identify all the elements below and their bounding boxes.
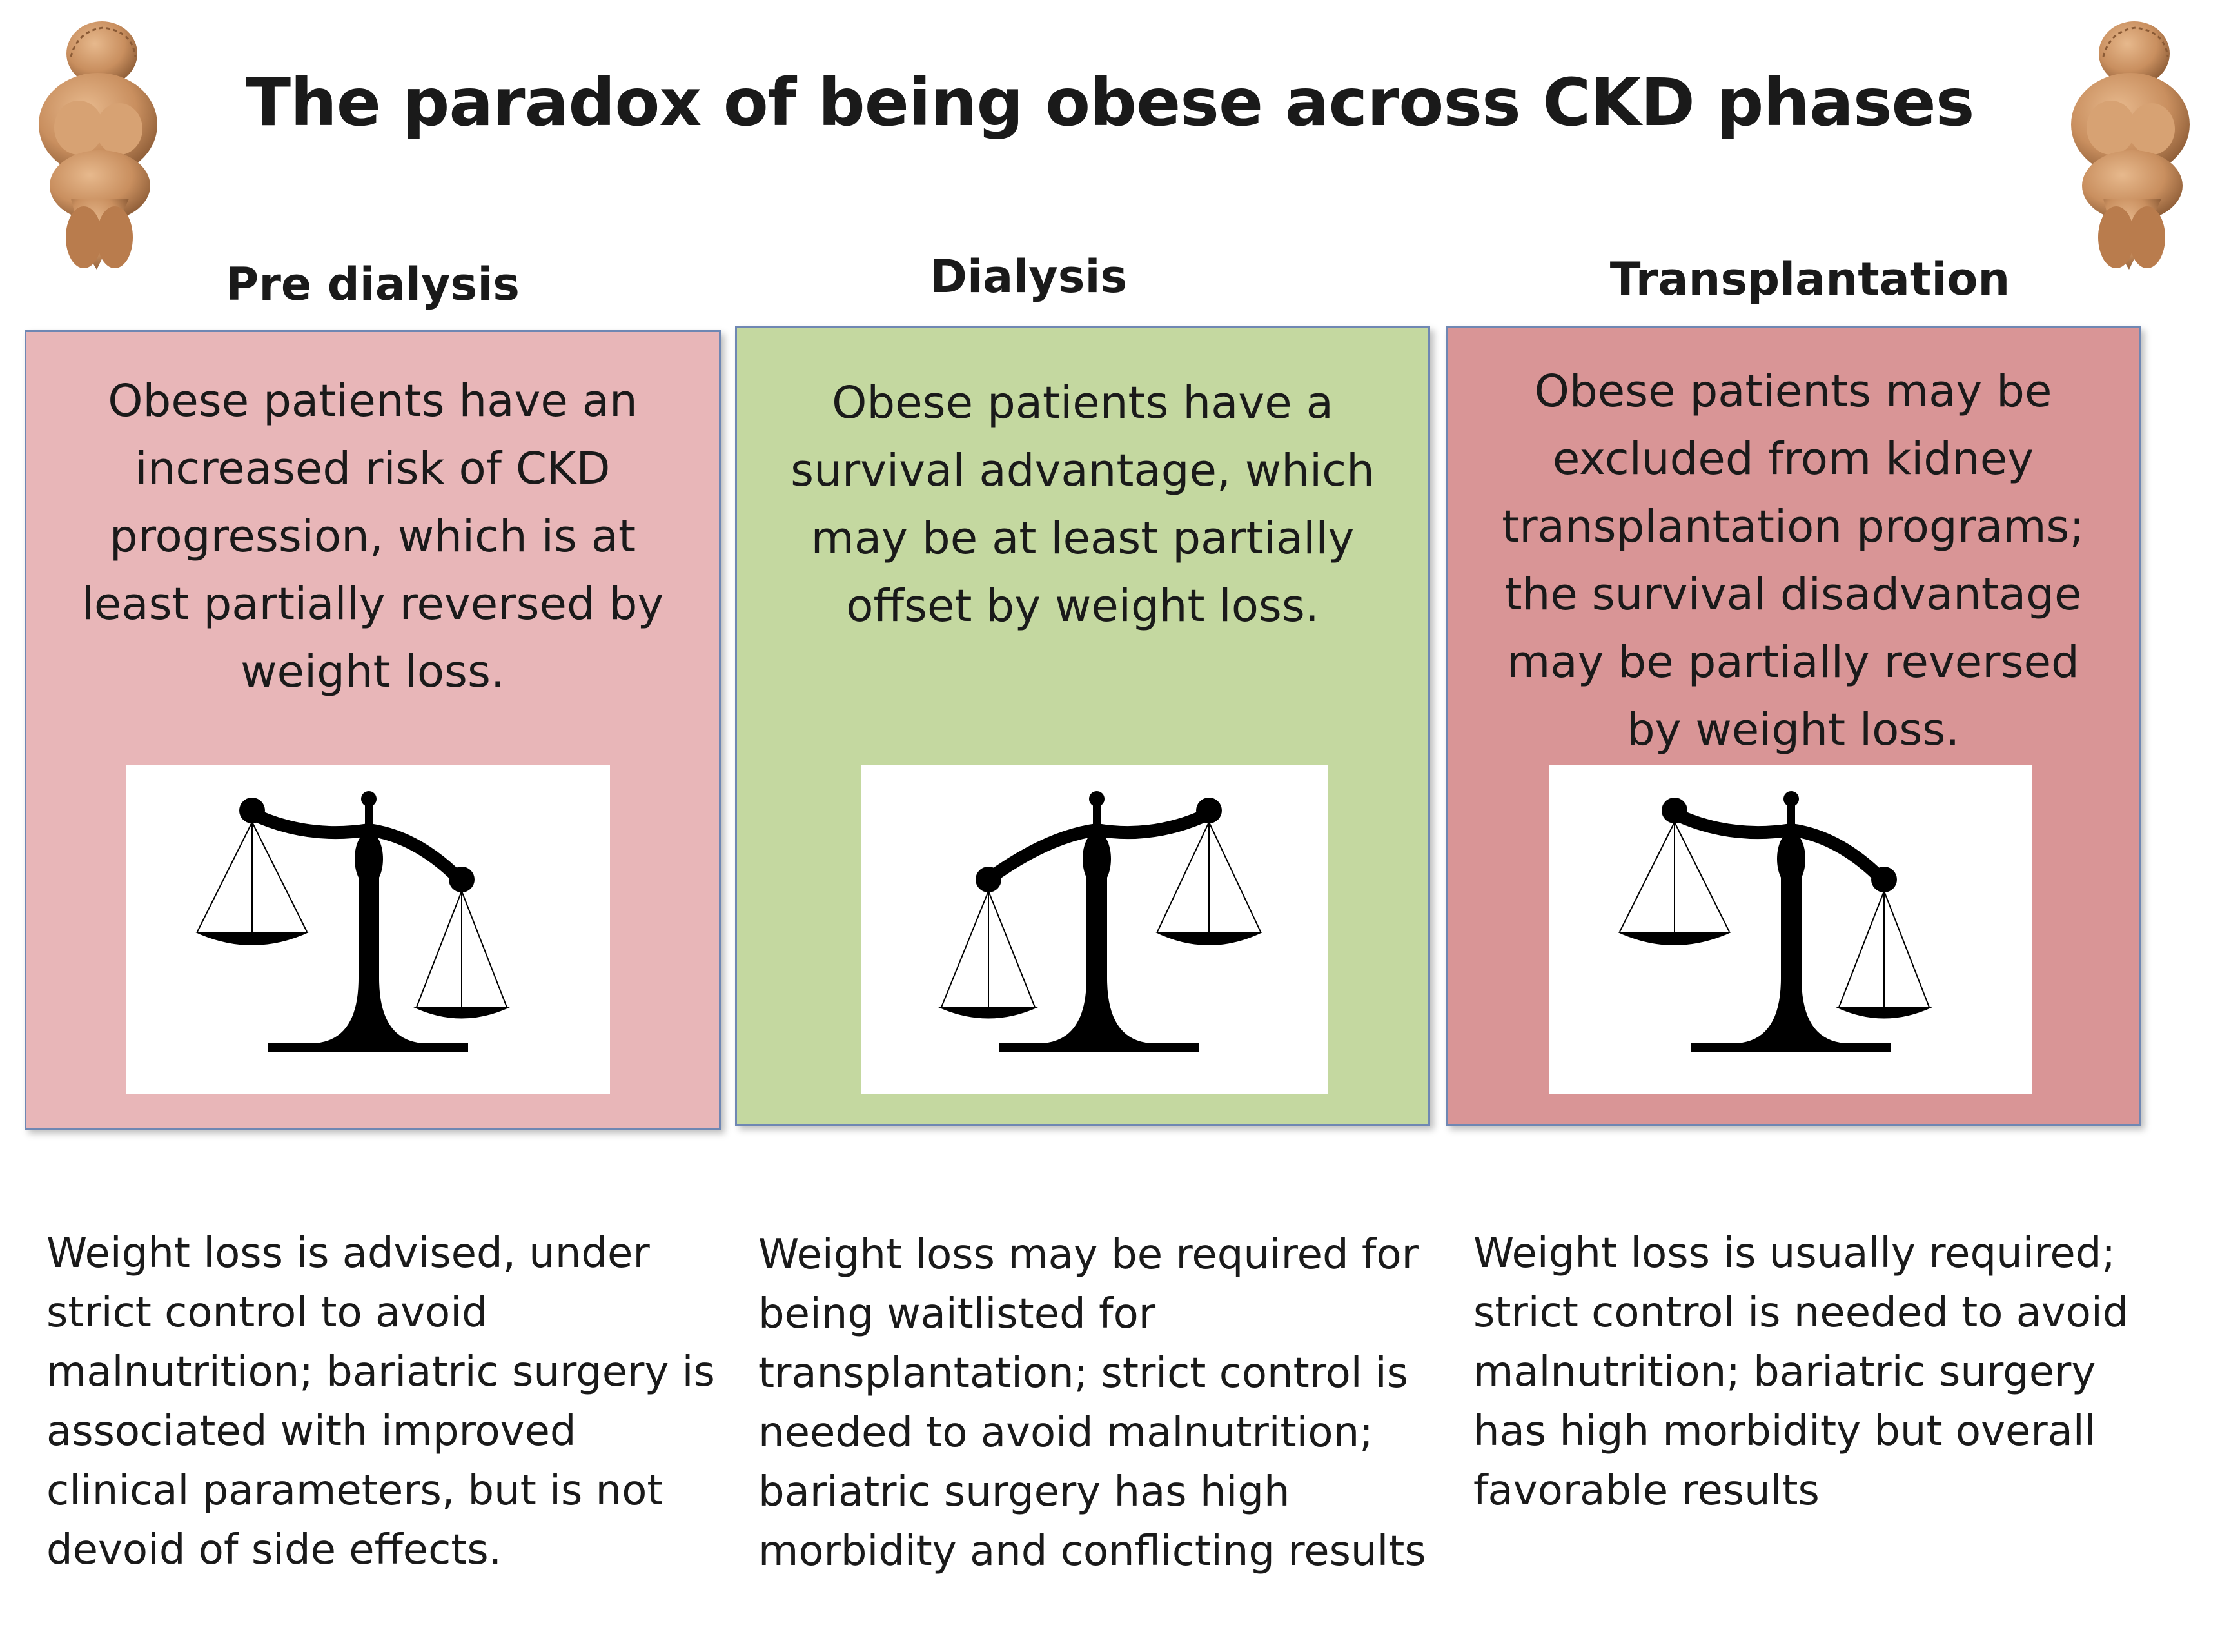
scale-image-box — [1549, 765, 2032, 1094]
scale-image-box — [861, 765, 1328, 1094]
pre-dialysis-note: Weight loss is advised, under strict con… — [46, 1230, 715, 1574]
venus-figurine-icon — [39, 21, 157, 270]
transplantation-panel: Obese patients may be excluded from kidn… — [1446, 326, 2141, 1126]
dialysis-note: Weight loss may be required for being wa… — [758, 1231, 1426, 1575]
venus-figurine-icon — [2071, 21, 2190, 270]
dialysis-statement: Obese patients have a survival advantage… — [791, 377, 1375, 632]
page-title: The paradox of being obese across CKD ph… — [246, 64, 1975, 141]
pre-dialysis-panel: Obese patients have an increased risk of… — [25, 330, 721, 1130]
pre-dialysis-statement: Obese patients have an increased risk of… — [81, 375, 664, 698]
dialysis-panel: Obese patients have a survival advantage… — [735, 326, 1430, 1126]
balance-scale-icon — [1616, 791, 1932, 1052]
phase-heading-transplantation: Transplantation — [1609, 253, 2010, 306]
scale-image-box — [126, 765, 610, 1094]
phase-heading-dialysis: Dialysis — [929, 250, 1128, 303]
balance-scale-icon — [194, 791, 510, 1052]
transplantation-statement: Obese patients may be excluded from kidn… — [1502, 366, 2085, 756]
transplantation-note: Weight loss is usually required; strict … — [1473, 1230, 2129, 1515]
balance-scale-icon — [938, 791, 1264, 1052]
phase-heading-pre-dialysis: Pre dialysis — [226, 258, 520, 311]
